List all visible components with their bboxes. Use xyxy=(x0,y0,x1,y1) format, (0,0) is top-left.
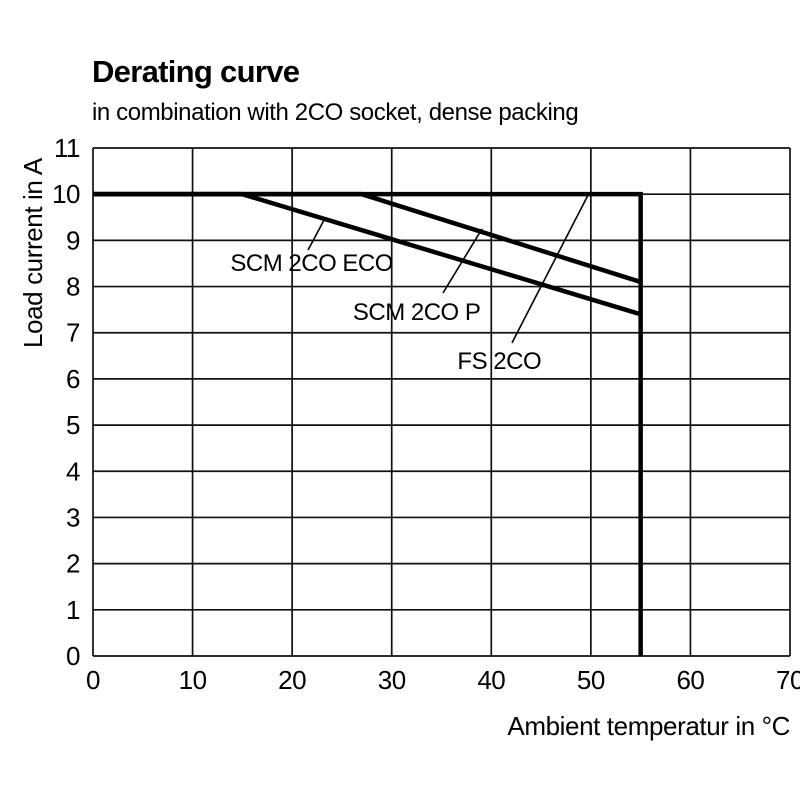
curves xyxy=(93,191,643,656)
y-tick-label: 2 xyxy=(66,549,80,579)
y-tick-label: 4 xyxy=(66,456,80,486)
x-tick-label: 40 xyxy=(477,665,505,695)
y-tick-label: 0 xyxy=(66,641,80,671)
x-tick-label: 10 xyxy=(179,665,207,695)
y-tick-label: 11 xyxy=(54,133,80,163)
series-label-scm-2co-eco: SCM 2CO ECO xyxy=(230,250,393,277)
y-tick-label: 9 xyxy=(66,225,80,255)
leader-line-scm-2co-p xyxy=(442,228,483,294)
gridlines xyxy=(92,147,791,657)
x-tick-label: 30 xyxy=(378,665,406,695)
y-tick-label: 5 xyxy=(66,410,80,440)
x-tick-label: 70 xyxy=(776,665,800,695)
y-tick-label: 8 xyxy=(66,272,80,302)
y-axis-label: Load current in A xyxy=(18,158,48,348)
x-tick-labels: 0 10 20 30 40 50 60 70 xyxy=(86,665,800,695)
x-tick-label: 60 xyxy=(676,665,704,695)
x-tick-label: 20 xyxy=(278,665,306,695)
y-tick-label: 3 xyxy=(66,502,80,532)
y-tick-label: 1 xyxy=(66,595,80,625)
y-tick-labels: 0 1 2 3 4 5 6 7 8 9 10 11 xyxy=(52,133,80,671)
y-tick-label: 10 xyxy=(52,179,80,209)
x-tick-label: 0 xyxy=(86,665,100,695)
chart-subtitle: in combination with 2CO socket, dense pa… xyxy=(92,99,579,126)
chart-title: Derating curve xyxy=(92,54,300,89)
curve-scm-2co-eco xyxy=(93,191,642,317)
x-tick-label: 50 xyxy=(577,665,605,695)
leader-line-fs-2co xyxy=(511,192,590,344)
series-label-scm-2co-p: SCM 2CO P xyxy=(353,299,481,326)
series-label-fs-2co: FS 2CO xyxy=(457,348,541,375)
y-tick-label: 7 xyxy=(66,318,80,348)
y-tick-label: 6 xyxy=(66,364,80,394)
x-axis-label: Ambient temperatur in °C xyxy=(507,711,790,741)
annotations: SCM 2CO ECO SCM 2CO P FS 2CO xyxy=(230,192,590,375)
leader-line-scm-2co-eco xyxy=(307,217,326,251)
